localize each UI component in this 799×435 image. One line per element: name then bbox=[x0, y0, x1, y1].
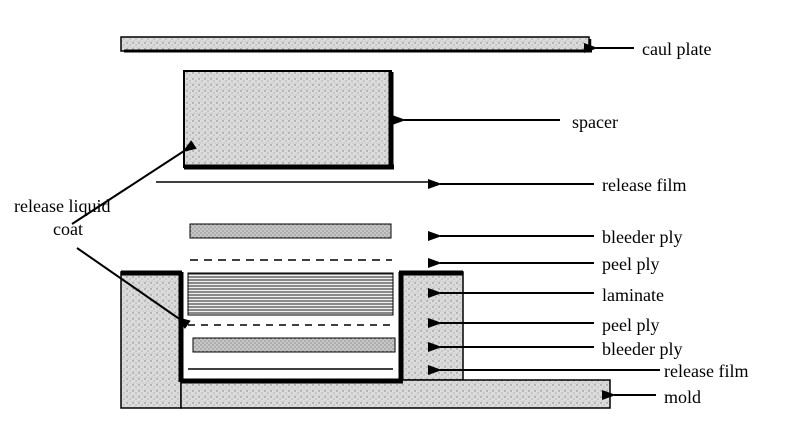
mold-right-block bbox=[400, 271, 464, 381]
label-peel-ply-top: peel ply bbox=[602, 254, 659, 274]
arrow-release-liquid-coat-upper bbox=[71, 140, 197, 225]
mold-left-block bbox=[120, 271, 182, 409]
caul-plate bbox=[120, 36, 590, 52]
arrow-release-liquid-coat-lower bbox=[76, 247, 191, 329]
laminate-stack bbox=[187, 272, 394, 316]
label-release-liquid-coat-line1: release liquid bbox=[14, 196, 110, 216]
bleeder-ply-top bbox=[189, 223, 392, 239]
label-bleeder-ply-top: bleeder ply bbox=[602, 227, 682, 247]
label-release-film-bottom: release film bbox=[664, 361, 748, 381]
mold-base bbox=[180, 379, 611, 409]
label-peel-ply-bottom: peel ply bbox=[602, 315, 659, 335]
label-release-liquid-coat-line2: coat bbox=[53, 219, 83, 239]
label-spacer: spacer bbox=[572, 112, 618, 132]
label-caul-plate: caul plate bbox=[642, 39, 711, 59]
label-release-film-top: release film bbox=[602, 175, 686, 195]
spacer-block bbox=[183, 70, 392, 168]
label-laminate: laminate bbox=[602, 285, 664, 305]
bleeder-ply-bottom bbox=[192, 337, 396, 353]
label-mold: mold bbox=[664, 387, 701, 407]
label-bleeder-ply-bottom: bleeder ply bbox=[602, 339, 682, 359]
